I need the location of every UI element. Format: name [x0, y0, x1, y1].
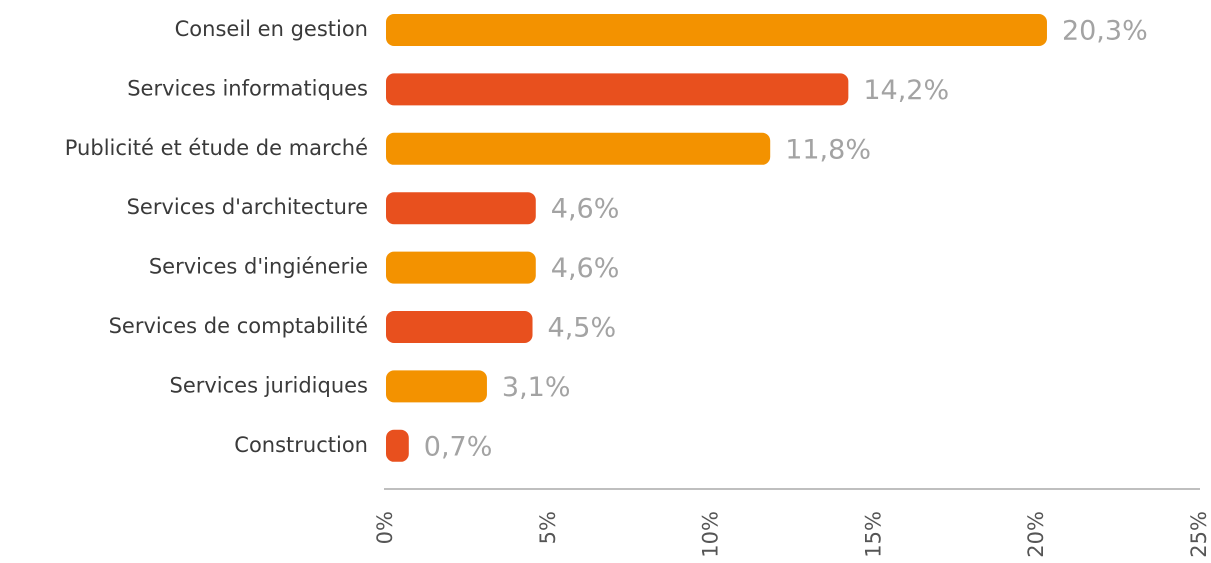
bar [386, 370, 487, 403]
category-label: Conseil en gestion [175, 17, 368, 41]
bar [386, 14, 1047, 46]
value-label: 0,7% [424, 431, 493, 462]
category-label: Construction [234, 433, 368, 457]
value-label: 4,6% [551, 253, 620, 284]
x-tick-label: 25% [1187, 511, 1211, 558]
x-tick-label: 5% [536, 511, 560, 544]
value-label: 11,8% [785, 134, 871, 165]
category-label: Services informatiques [127, 76, 368, 100]
value-label: 4,5% [548, 313, 617, 344]
category-label: Services juridiques [169, 373, 368, 397]
category-label: Services de comptabilité [109, 314, 368, 338]
value-label: 3,1% [502, 372, 571, 403]
x-tick-label: 0% [373, 511, 397, 544]
category-label: Services d'architecture [127, 195, 368, 219]
category-label: Services d'ingiénerie [149, 255, 368, 279]
x-tick-label: 15% [861, 511, 885, 558]
value-label: 4,6% [551, 194, 620, 225]
value-label: 20,3% [1062, 16, 1148, 47]
x-tick-label: 20% [1024, 511, 1048, 558]
bar [386, 429, 409, 462]
value-label: 14,2% [863, 75, 949, 106]
category-label: Publicité et étude de marché [65, 136, 368, 160]
bar [386, 311, 533, 343]
bar [386, 192, 536, 225]
bar [386, 251, 536, 284]
x-tick-label: 10% [699, 511, 723, 558]
bar [386, 73, 849, 106]
bar [386, 132, 771, 165]
